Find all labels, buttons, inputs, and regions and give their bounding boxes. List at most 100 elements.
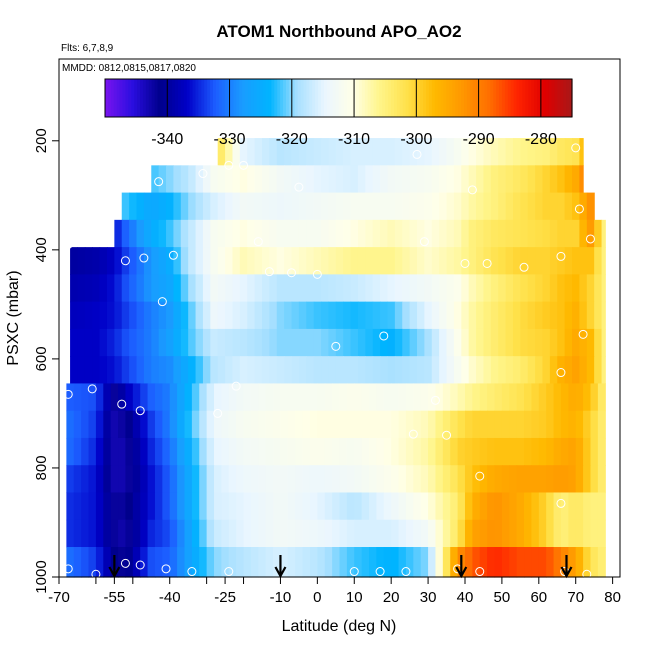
- heatmap-cell: [332, 383, 341, 412]
- heatmap-cell: [490, 356, 499, 385]
- heatmap-cell: [498, 328, 507, 357]
- heatmap-cell: [73, 519, 82, 548]
- heatmap-cell: [217, 328, 226, 357]
- observation-point: [460, 258, 470, 268]
- heatmap-cell: [103, 465, 112, 494]
- heatmap-cell: [202, 274, 211, 303]
- heatmap-cell: [321, 328, 330, 357]
- heatmap-cell: [405, 547, 414, 578]
- heatmap-cell: [357, 138, 366, 166]
- heatmap-cell: [269, 247, 278, 275]
- colorbar-segment: [142, 79, 147, 117]
- heatmap-cell: [118, 519, 127, 548]
- heatmap-cell: [313, 247, 322, 275]
- heatmap-cell: [177, 383, 186, 412]
- heatmap-cell: [284, 301, 293, 330]
- heatmap-cell: [280, 383, 289, 412]
- heatmap-cell: [365, 219, 374, 248]
- heatmap-cell: [501, 547, 510, 578]
- heatmap-cell: [184, 437, 193, 466]
- heatmap-cell: [99, 274, 108, 303]
- heatmap-cell: [391, 465, 400, 494]
- heatmap-cell: [557, 356, 566, 385]
- heatmap-cell: [202, 301, 211, 330]
- heatmap-cell: [575, 492, 584, 521]
- heatmap-cell: [276, 356, 285, 385]
- heatmap-cell: [77, 301, 86, 330]
- heatmap-cell: [254, 301, 263, 330]
- heatmap-cell: [417, 219, 425, 248]
- heatmap-cell: [121, 301, 130, 330]
- heatmap-cell: [343, 247, 352, 275]
- heatmap-cell: [169, 437, 178, 466]
- heatmap-cell: [236, 383, 245, 412]
- heatmap-cell: [479, 519, 488, 548]
- heatmap-cell: [321, 247, 330, 275]
- heatmap-cell: [431, 138, 440, 166]
- heatmap-cell: [553, 437, 562, 466]
- heatmap-cell: [501, 465, 510, 494]
- observation-point: [294, 182, 304, 192]
- heatmap-cell: [154, 410, 163, 439]
- colorbar-segment: [499, 79, 503, 117]
- heatmap-cell: [273, 437, 282, 466]
- colorbar-segment: [408, 79, 413, 117]
- heatmap-cell: [273, 519, 282, 548]
- heatmap-cell: [343, 328, 352, 357]
- heatmap-cell: [409, 247, 418, 275]
- heatmap-cell: [380, 192, 389, 221]
- latitude-arrow: [560, 555, 573, 579]
- heatmap-cell: [453, 138, 462, 166]
- heatmap-cell: [265, 465, 274, 494]
- heatmap-cell: [524, 465, 533, 494]
- colorbar-tick-label: -320: [276, 131, 308, 148]
- heatmap-cell: [140, 547, 149, 578]
- heatmap-cell: [394, 274, 403, 303]
- heatmap-cell: [586, 247, 595, 275]
- heatmap-cell: [225, 356, 234, 385]
- heatmap-cell: [597, 465, 606, 494]
- heatmap-cell: [298, 219, 307, 248]
- heatmap-cell: [394, 247, 403, 275]
- heatmap-cell: [199, 383, 208, 412]
- heatmap-cell: [383, 437, 392, 466]
- heatmap-cell: [236, 519, 245, 548]
- heatmap-cell: [553, 465, 562, 494]
- heatmap-cell: [572, 274, 580, 303]
- heatmap-cell: [206, 492, 215, 521]
- colorbar-segment: [204, 79, 208, 117]
- heatmap-cell: [195, 301, 204, 330]
- heatmap-cell: [369, 437, 378, 466]
- heatmap-cell: [520, 247, 529, 275]
- heatmap-cell: [81, 437, 90, 466]
- heatmap-cell: [280, 547, 289, 578]
- heatmap-cell: [254, 138, 263, 166]
- observation-point: [239, 160, 249, 170]
- heatmap-cell: [361, 519, 370, 548]
- heatmap-cell: [247, 138, 256, 166]
- heatmap-cell: [597, 383, 606, 412]
- heatmap-cell: [583, 383, 592, 412]
- heatmap-cell: [490, 328, 499, 357]
- heatmap-cell: [583, 437, 592, 466]
- heatmap-cell: [306, 328, 315, 357]
- heatmap-cell: [501, 383, 510, 412]
- heatmap-cell: [409, 219, 418, 248]
- heatmap-cell: [527, 328, 536, 357]
- heatmap-cell: [498, 165, 507, 194]
- heatmap-cell: [287, 547, 296, 578]
- heatmap-cell: [512, 274, 521, 303]
- heatmap-cell: [535, 328, 544, 357]
- heatmap-cell: [114, 328, 123, 357]
- heatmap-cell: [538, 410, 547, 439]
- heatmap-cell: [450, 383, 459, 412]
- heatmap-cell: [284, 192, 293, 221]
- colorbar-segment: [437, 79, 442, 117]
- observation-point: [120, 558, 130, 568]
- colorbar-segment: [356, 79, 360, 117]
- heatmap-cell: [328, 165, 337, 194]
- heatmap-cell: [88, 437, 97, 466]
- heatmap-cell: [317, 465, 326, 494]
- heatmap-cell: [70, 356, 79, 385]
- heatmap-cell: [372, 356, 381, 385]
